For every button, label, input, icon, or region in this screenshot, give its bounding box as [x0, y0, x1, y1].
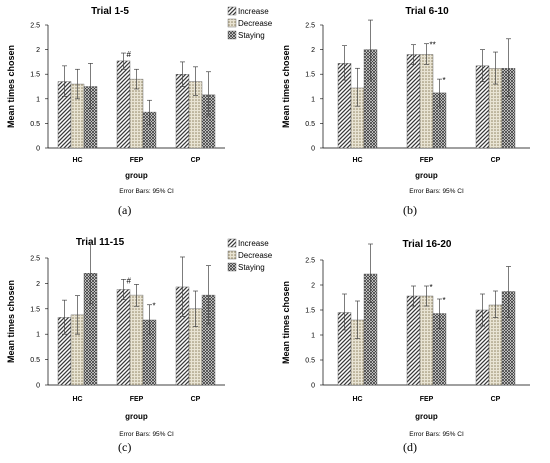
legend-label-increase: Increase	[238, 239, 269, 248]
y-tick-label: 1	[311, 96, 315, 103]
bar-decrease-fep	[129, 78, 144, 149]
error-bars-note: Error Bars: 95% CI	[409, 431, 464, 438]
y-tick-label: 0	[36, 146, 40, 153]
x-tick-label: FEP	[130, 396, 144, 403]
legend-label-staying: Staying	[238, 31, 265, 40]
error-bars-note: Error Bars: 95% CI	[119, 188, 174, 195]
significance-marker: *	[430, 283, 433, 292]
y-tick-label: 0.5	[305, 121, 315, 128]
bar-decrease-fep	[419, 54, 434, 149]
y-tick-label: 1	[36, 96, 40, 103]
error-bars-note: Error Bars: 95% CI	[409, 188, 464, 195]
significance-marker: *	[443, 296, 446, 305]
x-tick-label: FEP	[130, 157, 144, 164]
y-tick-label: 0.5	[30, 121, 40, 128]
bar-increase-fep	[406, 295, 421, 386]
y-tick-label: 2	[311, 47, 315, 54]
y-tick-label: 1.5	[30, 72, 40, 79]
y-tick-label: 2	[36, 47, 40, 54]
y-tick-label: 1.5	[305, 308, 315, 315]
legend-label-decrease: Decrease	[238, 19, 273, 28]
legend-label-decrease: Decrease	[238, 251, 273, 260]
chart-title: Trial 11-15	[76, 237, 125, 248]
legend-swatch-decrease	[227, 18, 237, 28]
significance-marker: **	[430, 41, 436, 50]
y-tick-label: 2.5	[30, 256, 40, 263]
y-tick-label: 2.5	[305, 23, 315, 30]
y-tick-label: 0	[36, 383, 40, 390]
bar-decrease-fep	[129, 294, 144, 386]
y-tick-label: 1	[36, 332, 40, 339]
legend-swatch-increase	[227, 6, 237, 16]
legend-label-staying: Staying	[238, 263, 265, 272]
chart-c-svg: Trial 11-15 0 0.5 1 1.5 2 2.5 Mean times chosen…	[6, 237, 273, 438]
legend-label-increase: Increase	[238, 7, 269, 16]
chart-panel-a: Trial 1-5 0 0.5 1 1.5 2 2.5 Mean times chosen HC…	[0, 0, 275, 195]
bar-increase-fep	[116, 60, 131, 149]
x-axis-label: group	[125, 412, 148, 421]
significance-marker: #	[127, 276, 132, 285]
chart-panel-d: Trial 16-20 0 0.5 1 1.5 2 2.5 Mean times chosen…	[275, 230, 550, 440]
y-tick-label: 1.5	[30, 306, 40, 313]
x-axis-label: group	[415, 412, 438, 421]
x-tick-label: CP	[491, 396, 501, 403]
y-tick-label: 2.5	[30, 23, 40, 30]
legend-swatch-staying	[227, 30, 237, 40]
chart-title: Trial 1-5	[91, 6, 129, 17]
x-tick-label: HC	[72, 396, 82, 403]
x-tick-label: FEP	[420, 396, 434, 403]
x-tick-label: CP	[191, 396, 201, 403]
x-tick-label: CP	[491, 157, 501, 164]
y-axis-label: Mean times chosen	[6, 280, 16, 363]
chart-panel-c: Trial 11-15 0 0.5 1 1.5 2 2.5 Mean times chosen…	[0, 230, 275, 440]
y-tick-label: 0.5	[30, 357, 40, 364]
x-tick-label: HC	[352, 157, 362, 164]
y-tick-label: 2	[311, 283, 315, 290]
y-axis-label: Mean times chosen	[281, 281, 291, 364]
chart-b-svg: Trial 6-10 0 0.5 1 1.5 2 2.5 Mean times chosen H…	[281, 6, 530, 195]
y-tick-label: 0	[311, 146, 315, 153]
significance-marker: #	[127, 50, 132, 59]
x-axis-label: group	[125, 171, 148, 180]
x-axis-label: group	[415, 171, 438, 180]
y-tick-label: 0.5	[305, 358, 315, 365]
x-tick-label: FEP	[420, 157, 434, 164]
panel-label-c: (c)	[118, 440, 132, 454]
legend-swatch-increase	[227, 238, 237, 248]
y-tick-label: 0	[311, 383, 315, 390]
significance-marker: *	[443, 76, 446, 85]
panel-label-a: (a)	[118, 203, 132, 217]
significance-marker: *	[153, 302, 156, 311]
y-tick-label: 2.5	[305, 258, 315, 265]
legend-swatch-staying	[227, 262, 237, 272]
chart-title: Trial 6-10	[405, 6, 449, 17]
bar-increase-fep	[116, 289, 131, 386]
chart-panel-b: Trial 6-10 0 0.5 1 1.5 2 2.5 Mean times chosen H…	[275, 0, 550, 195]
legend-swatch-decrease	[227, 250, 237, 260]
panel-label-d: (d)	[403, 440, 417, 454]
x-tick-label: CP	[191, 157, 201, 164]
y-tick-label: 2	[36, 281, 40, 288]
x-tick-label: HC	[352, 396, 362, 403]
chart-d-svg: Trial 16-20 0 0.5 1 1.5 2 2.5 Mean times chosen…	[281, 239, 530, 438]
x-tick-label: HC	[72, 157, 82, 164]
bar-decrease-fep	[419, 295, 434, 386]
y-axis-label: Mean times chosen	[6, 45, 16, 128]
chart-a-svg: Trial 1-5 0 0.5 1 1.5 2 2.5 Mean times chosen HC…	[6, 6, 273, 195]
y-axis-label: Mean times chosen	[281, 45, 291, 128]
panel-label-b: (b)	[403, 203, 417, 217]
chart-title: Trial 16-20	[403, 239, 452, 250]
error-bars-note: Error Bars: 95% CI	[119, 431, 174, 438]
y-tick-label: 1	[311, 333, 315, 340]
bar-increase-fep	[406, 54, 421, 149]
y-tick-label: 1.5	[305, 72, 315, 79]
